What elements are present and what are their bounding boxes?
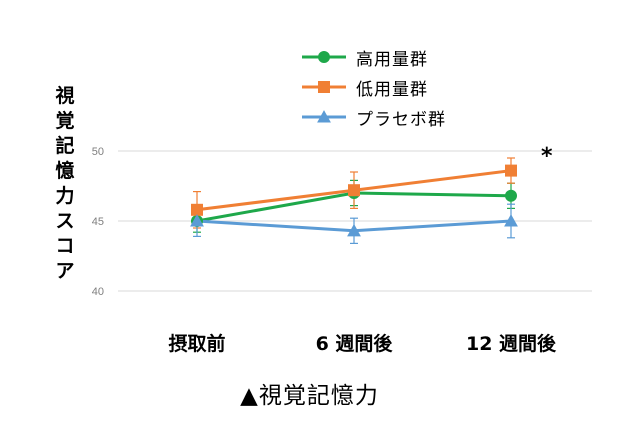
y-tick-labels: 40 45 50 (92, 146, 104, 298)
legend-label: 低用量群 (356, 79, 428, 100)
x-category-label: 摂取前 (168, 332, 225, 355)
y-axis-label-char: 記 (55, 135, 75, 157)
x-category-label: 12 週間後 (466, 332, 557, 355)
y-axis-label-char: 憶 (55, 160, 75, 182)
legend: 高用量群低用量群プラセボ群 (300, 42, 446, 132)
y-axis-label-char: ス (55, 210, 75, 232)
data-point (504, 214, 518, 227)
data-point (318, 81, 330, 93)
x-category-labels: 摂取前 6 週間後 12 週間後 (168, 332, 557, 355)
data-point (317, 110, 331, 123)
legend-swatch (302, 110, 346, 123)
y-tick-label: 40 (92, 286, 104, 298)
y-axis-label-char: 視 (55, 85, 75, 107)
data-point (505, 164, 517, 177)
y-axis-label: 視覚記憶力スコア (52, 84, 78, 284)
y-tick-label: 45 (92, 216, 104, 228)
y-axis-label-char: 力 (55, 185, 75, 207)
data-point (348, 184, 360, 197)
legend-label: 高用量群 (356, 49, 428, 70)
legend-item: 高用量群 (300, 42, 446, 72)
data-point (505, 189, 517, 202)
x-category-label: 6 週間後 (316, 332, 394, 355)
y-tick-label: 50 (92, 146, 104, 158)
data-point (190, 214, 204, 227)
legend-item: 低用量群 (300, 72, 446, 102)
y-axis-label-char: 覚 (55, 110, 75, 132)
significance-marker: * (541, 144, 553, 169)
legend-item: プラセボ群 (300, 102, 446, 132)
y-axis-label-char: コ (55, 235, 75, 257)
chart-caption: ▲視覚記憶力 (240, 383, 379, 409)
data-point (347, 223, 361, 237)
data-point (318, 51, 330, 63)
data-point (191, 203, 203, 216)
legend-swatch (302, 81, 346, 93)
legend-label: プラセボ群 (356, 109, 446, 130)
y-axis-label-char: ア (55, 260, 75, 282)
series-markers (190, 164, 518, 237)
legend-swatch (302, 51, 346, 63)
